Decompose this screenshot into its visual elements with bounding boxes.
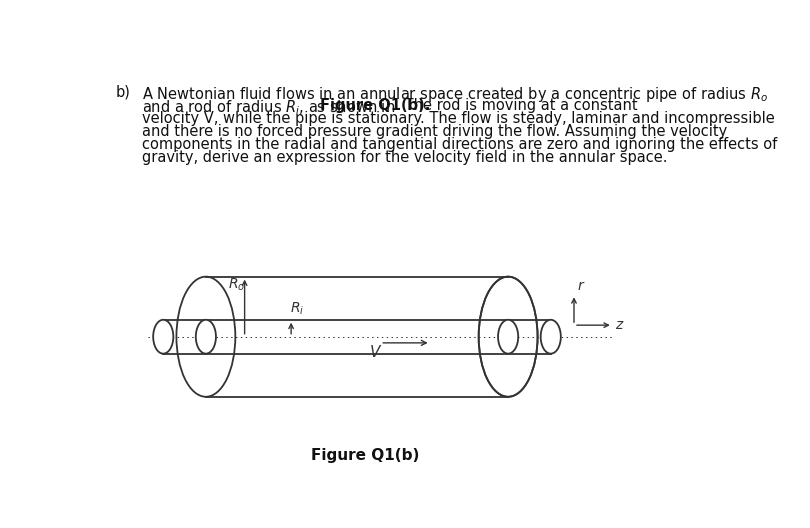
Ellipse shape [196,320,216,354]
Text: $R_o$: $R_o$ [228,276,245,293]
Ellipse shape [498,320,518,354]
Text: $z$: $z$ [615,318,625,332]
Text: The rod is moving at a constant: The rod is moving at a constant [399,98,637,113]
Text: A Newtonian fluid flows in an annular space created by a concentric pipe of radi: A Newtonian fluid flows in an annular sp… [142,85,768,104]
Text: Figure Q1(b): Figure Q1(b) [310,448,419,464]
Text: and a rod of radius $R_i$, as shown in: and a rod of radius $R_i$, as shown in [142,98,396,117]
Text: $r$: $r$ [577,279,586,293]
Text: and there is no forced pressure gradient driving the flow. Assuming the velocity: and there is no forced pressure gradient… [142,124,727,139]
Ellipse shape [153,320,173,354]
Ellipse shape [541,320,561,354]
Text: b): b) [115,85,130,100]
Text: gravity, derive an expression for the velocity field in the annular space.: gravity, derive an expression for the ve… [142,150,667,165]
Text: components in the radial and tangential directions are zero and ignoring the eff: components in the radial and tangential … [142,137,777,152]
Text: Figure Q1(b).: Figure Q1(b). [320,98,430,113]
Text: $R_i$: $R_i$ [290,300,304,317]
Text: velocity V, while the pipe is stationary. The flow is steady, laminar and incomp: velocity V, while the pipe is stationary… [142,111,774,126]
Text: $V$: $V$ [369,344,382,361]
